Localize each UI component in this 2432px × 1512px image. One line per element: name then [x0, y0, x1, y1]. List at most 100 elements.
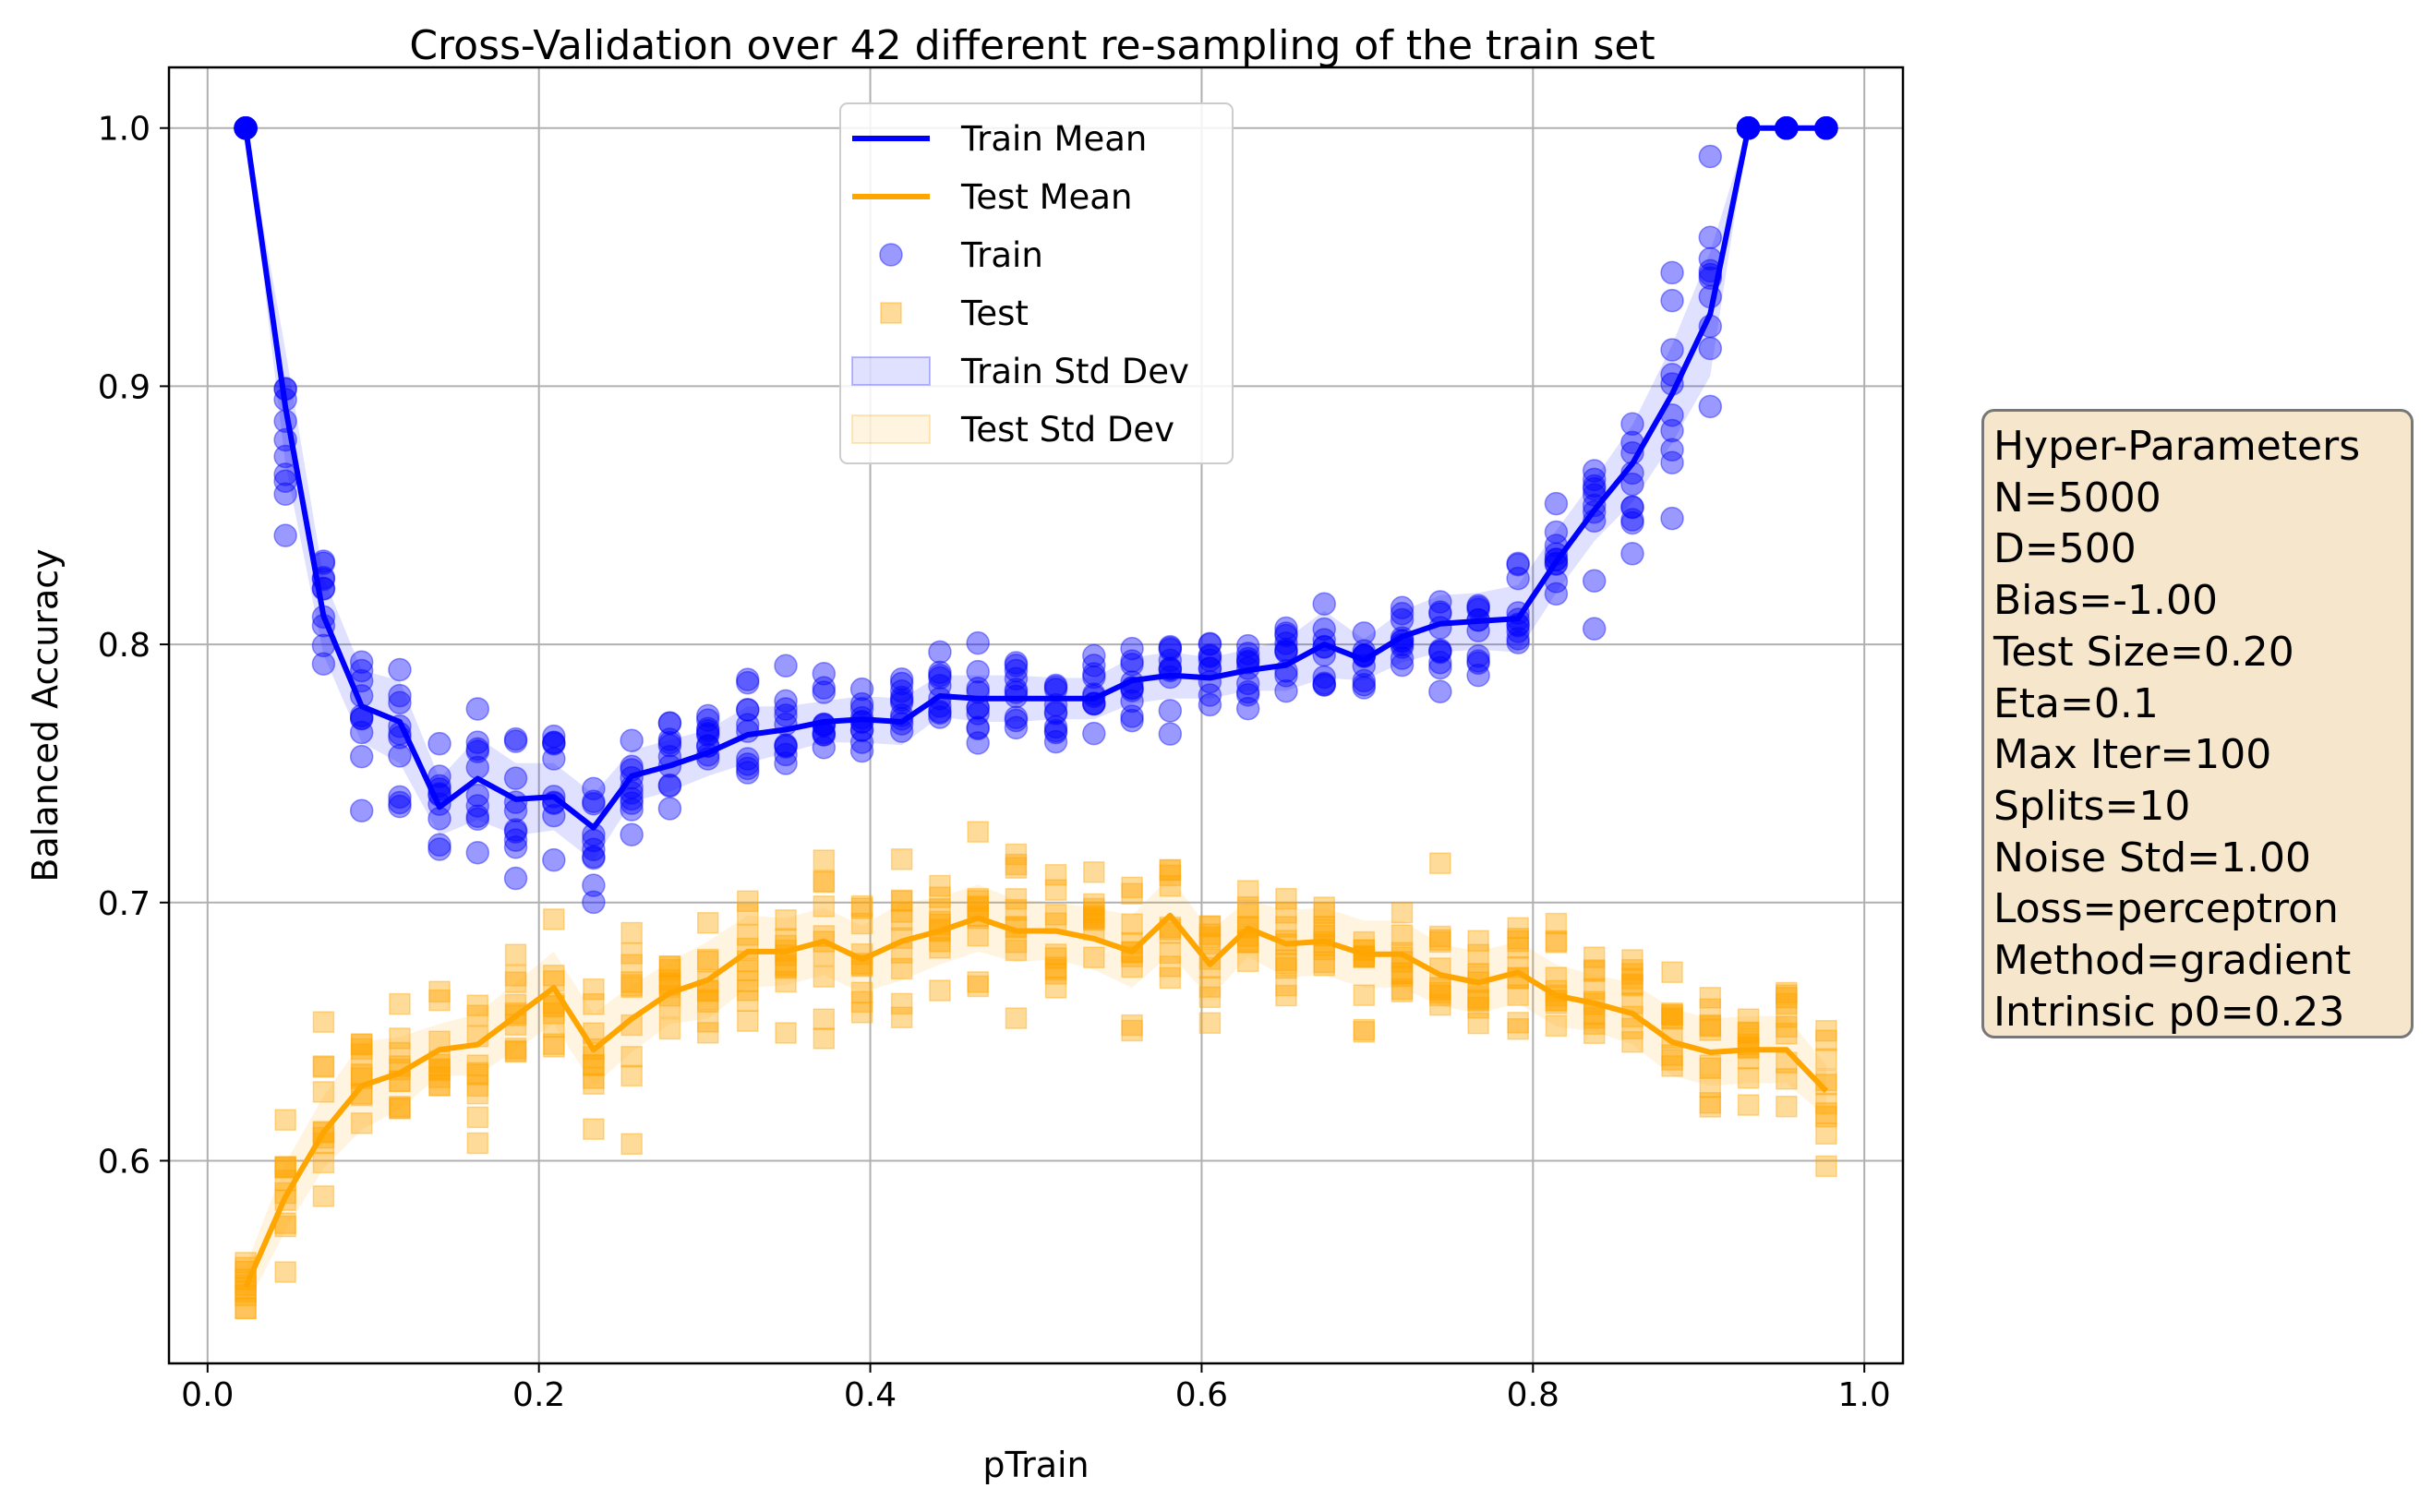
test-point — [1005, 939, 1028, 962]
test-point — [1776, 992, 1798, 1015]
test-point — [620, 1133, 643, 1156]
test-point — [1121, 1019, 1143, 1042]
train-mean-line — [243, 125, 1826, 831]
train-point — [657, 727, 682, 751]
train-point — [1544, 520, 1569, 545]
test-point — [1121, 1014, 1143, 1037]
test-point — [1044, 956, 1067, 978]
train-point — [1582, 467, 1607, 492]
test-point — [1699, 1092, 1722, 1114]
test-point — [1121, 913, 1143, 935]
train-point — [774, 654, 798, 678]
test-point — [543, 1002, 565, 1025]
test-point — [1815, 1029, 1837, 1051]
test-point — [1044, 977, 1067, 999]
std-band — [246, 876, 1826, 1308]
test-point — [1159, 942, 1182, 965]
test-point — [1507, 1012, 1529, 1034]
train-point — [1352, 676, 1377, 700]
test-point — [1467, 1012, 1489, 1035]
legend: Train Mean Test Mean Train Test Train Std De… — [839, 102, 1234, 464]
train-point — [1620, 495, 1644, 520]
train-point — [928, 663, 952, 688]
train-point — [1274, 623, 1298, 648]
train-point — [1043, 700, 1068, 724]
test-point — [1044, 863, 1067, 886]
legend-train-std-swatch — [851, 356, 931, 386]
train-point — [503, 729, 528, 753]
train-point — [1660, 450, 1684, 474]
train-point — [620, 786, 644, 811]
train-point — [1698, 225, 1723, 249]
test-point — [890, 890, 913, 912]
test-point — [1275, 984, 1297, 1007]
train-point — [1428, 639, 1452, 664]
test-point — [1313, 916, 1335, 938]
test-point — [274, 1156, 296, 1178]
train-point — [1390, 653, 1415, 678]
test-point — [1815, 1122, 1837, 1146]
train-point — [465, 840, 490, 865]
test-point — [1467, 990, 1489, 1012]
train-point — [1698, 144, 1723, 169]
train-point — [774, 733, 798, 757]
test-point — [658, 996, 681, 1019]
train-point — [465, 730, 490, 754]
test-point — [1198, 916, 1222, 938]
train-point — [1043, 729, 1068, 754]
test-point — [543, 1015, 565, 1038]
train-point — [388, 790, 412, 815]
test-point — [1545, 930, 1568, 953]
train-point — [542, 724, 566, 749]
test-point — [1198, 923, 1222, 945]
test-point — [1044, 947, 1067, 969]
test-point — [235, 1277, 257, 1299]
test-point — [1083, 905, 1105, 928]
test-point — [696, 950, 719, 973]
train-point — [1620, 542, 1644, 566]
test-point — [1507, 917, 1529, 940]
train-point — [503, 828, 528, 852]
y-tick-label: 0.8 — [98, 627, 150, 665]
test-point — [929, 874, 951, 897]
train-point — [503, 726, 528, 751]
train-point — [582, 837, 606, 862]
train-point — [1428, 650, 1452, 675]
test-point — [850, 954, 873, 978]
train-point — [695, 723, 720, 748]
test-point — [1353, 984, 1376, 1006]
test-point — [1236, 950, 1259, 973]
train-point — [736, 756, 760, 781]
test-point — [1776, 984, 1798, 1006]
test-point — [658, 955, 681, 978]
test-point — [274, 1157, 296, 1179]
train-point — [427, 837, 451, 861]
test-point — [1313, 896, 1335, 918]
train-point — [812, 676, 837, 700]
train-point — [695, 708, 720, 732]
test-point — [775, 955, 797, 978]
train-point — [388, 744, 412, 768]
test-point — [1661, 1003, 1683, 1026]
test-point — [274, 1157, 296, 1179]
hyper-parameter-line: Eta=0.1 — [1993, 679, 2159, 727]
train-point — [503, 820, 528, 844]
train-point — [849, 738, 874, 763]
train-point — [966, 702, 990, 726]
train-point — [774, 697, 798, 721]
train-point — [695, 703, 720, 728]
train-point — [542, 747, 566, 771]
train-point — [736, 667, 760, 691]
train-point — [349, 744, 374, 769]
train-point — [966, 731, 990, 755]
test-point — [1507, 984, 1529, 1006]
test-point — [1621, 1017, 1643, 1040]
test-point — [737, 979, 759, 1002]
train-point — [1004, 705, 1029, 729]
train-point — [1274, 637, 1298, 662]
train-point — [889, 679, 914, 703]
train-point — [542, 732, 566, 756]
hyper-parameter-line: Test Size=0.20 — [1993, 628, 2294, 676]
train-point — [1274, 678, 1298, 703]
hyper-parameter-line: D=500 — [1993, 525, 2137, 573]
